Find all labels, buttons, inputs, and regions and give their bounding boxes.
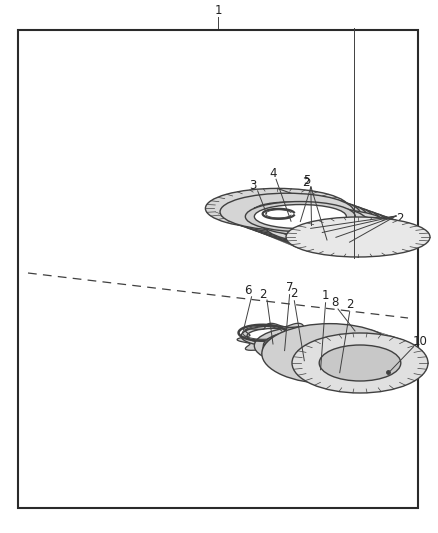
Ellipse shape <box>286 214 356 233</box>
Ellipse shape <box>266 333 304 346</box>
Ellipse shape <box>234 198 367 235</box>
Text: 2: 2 <box>302 175 310 189</box>
Ellipse shape <box>275 213 409 250</box>
Ellipse shape <box>314 224 383 243</box>
Text: 6: 6 <box>244 284 251 297</box>
Ellipse shape <box>259 205 328 224</box>
Text: 2: 2 <box>396 212 404 224</box>
Ellipse shape <box>257 206 367 236</box>
Ellipse shape <box>242 199 318 219</box>
Ellipse shape <box>268 210 402 247</box>
Text: 7: 7 <box>286 281 293 294</box>
Ellipse shape <box>286 217 430 257</box>
Text: 3: 3 <box>249 179 256 192</box>
Ellipse shape <box>254 327 354 365</box>
Ellipse shape <box>227 196 361 233</box>
Polygon shape <box>205 208 430 237</box>
Ellipse shape <box>293 216 363 236</box>
Ellipse shape <box>205 188 350 229</box>
Ellipse shape <box>262 324 398 384</box>
Ellipse shape <box>241 326 305 346</box>
Ellipse shape <box>304 344 337 358</box>
Text: 5: 5 <box>303 174 311 188</box>
Text: 1: 1 <box>214 4 222 17</box>
Text: 8: 8 <box>331 296 339 310</box>
Ellipse shape <box>261 208 395 245</box>
Ellipse shape <box>263 330 345 361</box>
Text: 1: 1 <box>322 289 329 302</box>
Ellipse shape <box>245 201 355 231</box>
Ellipse shape <box>254 205 388 243</box>
Ellipse shape <box>265 209 389 243</box>
Text: 2: 2 <box>259 287 267 301</box>
Text: 2: 2 <box>346 298 353 311</box>
Text: 4: 4 <box>269 167 277 180</box>
Ellipse shape <box>282 215 415 252</box>
Ellipse shape <box>307 222 376 241</box>
Polygon shape <box>262 353 428 363</box>
Ellipse shape <box>319 345 401 381</box>
Ellipse shape <box>292 333 428 393</box>
Ellipse shape <box>220 193 354 230</box>
Ellipse shape <box>254 205 346 229</box>
Ellipse shape <box>240 200 374 238</box>
Ellipse shape <box>279 212 349 231</box>
Ellipse shape <box>253 203 329 223</box>
Ellipse shape <box>272 209 342 229</box>
Text: 10: 10 <box>412 335 427 348</box>
Ellipse shape <box>265 208 357 232</box>
Bar <box>18 30 418 508</box>
Ellipse shape <box>247 328 299 343</box>
Ellipse shape <box>266 207 336 227</box>
Ellipse shape <box>384 369 392 374</box>
Ellipse shape <box>252 202 322 222</box>
Ellipse shape <box>288 337 392 377</box>
Polygon shape <box>242 209 329 213</box>
Ellipse shape <box>262 327 378 375</box>
Polygon shape <box>237 324 332 356</box>
Ellipse shape <box>274 209 308 218</box>
Ellipse shape <box>247 203 381 240</box>
Ellipse shape <box>275 213 379 239</box>
Ellipse shape <box>300 219 370 238</box>
Text: 2: 2 <box>290 287 298 300</box>
Ellipse shape <box>297 341 383 373</box>
